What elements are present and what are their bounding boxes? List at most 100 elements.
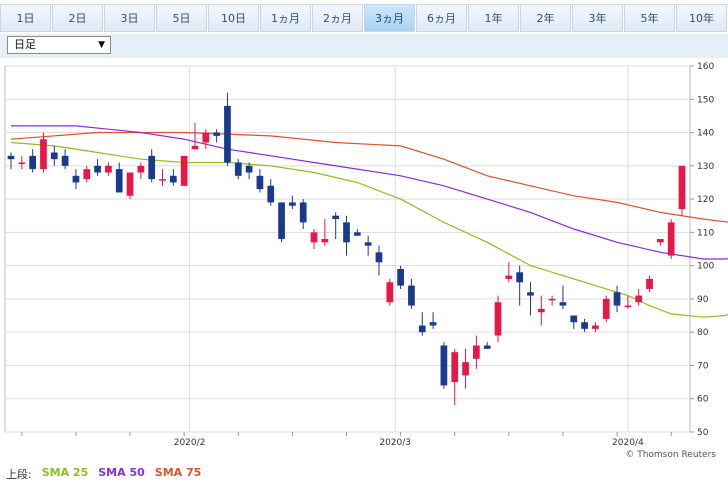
y-tick-label: 160	[697, 62, 714, 72]
candle-body	[343, 222, 350, 243]
tab-5[interactable]: 1ヵ月	[260, 4, 311, 32]
credit-text: © Thomson Reuters	[625, 450, 716, 460]
plot-area	[4, 65, 691, 433]
candle-body	[299, 202, 307, 223]
tab-6[interactable]: 2ヵ月	[312, 4, 363, 32]
sma-legend: 上段: SMA 25 SMA 50 SMA 75	[6, 466, 201, 482]
candle-body	[7, 155, 15, 160]
candle-body	[29, 155, 37, 170]
x-tick-label: 2020/3	[379, 438, 411, 448]
candle-body	[202, 132, 210, 143]
candle-body	[137, 165, 145, 173]
tab-4[interactable]: 10日	[208, 4, 259, 32]
candle-body	[473, 345, 480, 359]
tab-9[interactable]: 1年	[468, 4, 519, 32]
candle-body	[50, 152, 58, 160]
sma75-line	[10, 131, 728, 223]
candle-body	[289, 202, 296, 206]
tab-7[interactable]: 3ヵ月	[364, 4, 415, 32]
candle-body	[159, 179, 166, 181]
price-chart: 50 60 70 80 90 100 110 120 130 140 150 160 2020/2 202…	[0, 62, 728, 462]
candle-body	[115, 169, 123, 193]
y-tick-label: 80	[697, 328, 709, 338]
candle-body	[310, 232, 318, 243]
candle-body	[40, 139, 47, 170]
chart-svg: 50 60 70 80 90 100 110 120 130 140 150 160 2020/2 202…	[4, 62, 728, 448]
tab-11[interactable]: 3年	[572, 4, 623, 32]
candle-body	[418, 325, 426, 333]
tab-1[interactable]: 2日	[52, 4, 103, 32]
candle-body	[646, 278, 653, 289]
y-tick-label: 150	[697, 95, 714, 105]
y-tick-label: 60	[697, 395, 709, 405]
legend-sma50: SMA 50	[98, 466, 145, 479]
tab-8[interactable]: 6ヵ月	[416, 4, 467, 32]
candle-body	[375, 252, 383, 263]
y-tick-label: 100	[697, 262, 714, 272]
candle-body	[451, 352, 459, 383]
candle-body	[505, 275, 513, 279]
candle-body	[213, 132, 220, 136]
candle-body	[105, 165, 112, 173]
chevron-down-icon: ▼	[98, 40, 105, 50]
candle-body	[267, 185, 275, 203]
y-tick-label: 110	[697, 228, 714, 238]
candle-body	[397, 268, 404, 286]
candle-body	[191, 145, 199, 150]
candle-body	[386, 282, 394, 303]
legend-sma75: SMA 75	[154, 466, 202, 479]
candle-body	[570, 315, 578, 323]
candle-body	[126, 172, 134, 196]
candle-body	[602, 298, 610, 319]
candle-body	[321, 239, 329, 243]
candle-body	[581, 322, 588, 329]
candle-body	[332, 215, 340, 220]
candle-body	[527, 292, 534, 296]
sma50-line	[11, 125, 728, 260]
candle-body	[169, 175, 177, 183]
candle-body	[234, 162, 242, 176]
y-tick-label: 120	[697, 195, 714, 205]
candle-body	[656, 239, 664, 243]
candle-body	[537, 308, 545, 313]
tab-0[interactable]: 1日	[0, 4, 51, 32]
candle-body	[61, 155, 69, 166]
candle-body	[559, 302, 567, 306]
tab-10[interactable]: 2年	[520, 4, 571, 32]
y-tick-label: 140	[697, 129, 714, 139]
y-tick-label: 50	[697, 428, 709, 438]
sma25-line	[10, 141, 728, 318]
candle-body	[94, 165, 101, 173]
candle-body	[494, 302, 502, 336]
period-select-value: 日足	[14, 38, 36, 51]
candle-body	[613, 292, 621, 306]
candle-body	[83, 169, 91, 180]
candle-body	[353, 232, 361, 236]
toolbar: 日足 ▼	[0, 34, 728, 58]
candle-body	[548, 298, 556, 301]
candle-body	[624, 305, 632, 308]
candle-body	[678, 165, 686, 210]
candle-body	[245, 165, 253, 173]
candle-body	[592, 325, 599, 329]
y-tick-label: 130	[697, 162, 714, 172]
tab-13[interactable]: 10年	[676, 4, 727, 32]
candle-body	[72, 175, 80, 183]
tab-3[interactable]: 5日	[156, 4, 207, 32]
candle-body	[635, 295, 643, 303]
candle-body	[667, 222, 675, 256]
period-select[interactable]: 日足 ▼	[7, 36, 111, 54]
x-tick-label: 2020/2	[174, 438, 206, 448]
candle-body	[462, 362, 469, 376]
tab-12[interactable]: 5年	[624, 4, 675, 32]
y-tick-label: 70	[697, 361, 709, 371]
candle-body	[516, 272, 524, 283]
candle-body	[483, 345, 491, 349]
candle-body	[440, 345, 448, 386]
candle-body	[256, 175, 264, 190]
candle-body	[18, 162, 26, 164]
legend-prefix: 上段:	[6, 468, 32, 481]
candle-body	[148, 155, 156, 180]
candle-body	[180, 155, 188, 186]
tab-2[interactable]: 3日	[104, 4, 155, 32]
